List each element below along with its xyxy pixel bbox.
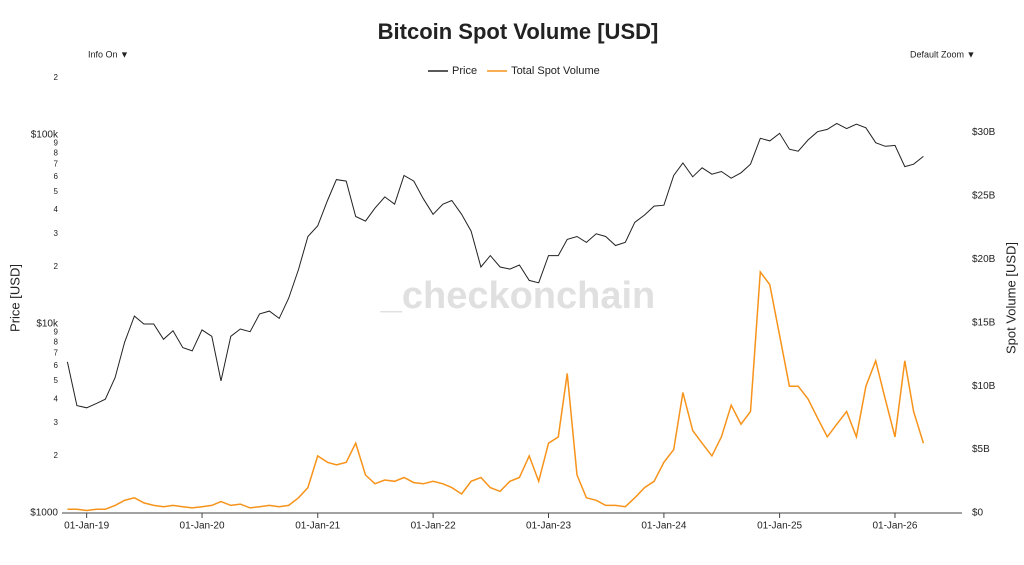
y-tick-label: $10k: [36, 319, 59, 330]
x-tick-label: 01-Jan-19: [64, 521, 109, 532]
y2-tick-label: $30B: [972, 127, 996, 138]
series-line: [66, 122, 924, 409]
watermark: _checkonchain: [380, 275, 656, 317]
x-tick-label: 01-Jan-22: [411, 521, 456, 532]
y2-tick-label: $25B: [972, 191, 996, 202]
y-tick-label: 4: [54, 205, 59, 214]
legend-label: Price: [452, 65, 477, 77]
y-tick-label: 5: [54, 187, 59, 196]
y-tick-label: 6: [54, 361, 59, 370]
y2-tick-label: $10B: [972, 381, 996, 392]
y-tick-label: 7: [54, 348, 59, 357]
y-tick-label: 3: [54, 229, 59, 238]
x-tick-label: 01-Jan-24: [641, 521, 686, 532]
y-tick-label: 2: [54, 451, 59, 460]
y-tick-label: 2: [54, 73, 59, 82]
y-tick-label: 5: [54, 376, 59, 385]
y-tick-label: 7: [54, 159, 59, 168]
y2-tick-label: $0: [972, 508, 984, 519]
y-tick-label: 8: [54, 148, 59, 157]
legend-label: Total Spot Volume: [511, 65, 600, 77]
y-tick-label: $100k: [31, 130, 59, 141]
y-tick-label: 4: [54, 394, 59, 403]
y-tick-label: 6: [54, 172, 59, 181]
y-tick-label: 9: [54, 139, 59, 148]
x-tick-label: 01-Jan-23: [526, 521, 571, 532]
x-tick-label: 01-Jan-25: [757, 521, 802, 532]
x-tick-label: 01-Jan-21: [295, 521, 340, 532]
y-tick-label: $1000: [30, 508, 58, 519]
series-line: [67, 269, 925, 512]
x-tick-label: 01-Jan-26: [872, 521, 917, 532]
y-tick-label: 9: [54, 328, 59, 337]
y-axis-label: Price [USD]: [7, 264, 22, 332]
y-tick-label: 8: [54, 337, 59, 346]
y2-tick-label: $15B: [972, 317, 996, 328]
y-tick-label: 3: [54, 418, 59, 427]
y2-tick-label: $20B: [972, 254, 996, 265]
zoom-toggle[interactable]: Default Zoom ▼: [910, 49, 975, 59]
chart-title: Bitcoin Spot Volume [USD]: [378, 19, 659, 44]
info-toggle[interactable]: Info On ▼: [88, 49, 129, 59]
y2-tick-label: $5B: [972, 444, 990, 455]
y-tick-label: 2: [54, 262, 59, 271]
x-tick-label: 01-Jan-20: [180, 521, 225, 532]
y2-axis-label: Spot Volume [USD]: [1003, 242, 1018, 354]
